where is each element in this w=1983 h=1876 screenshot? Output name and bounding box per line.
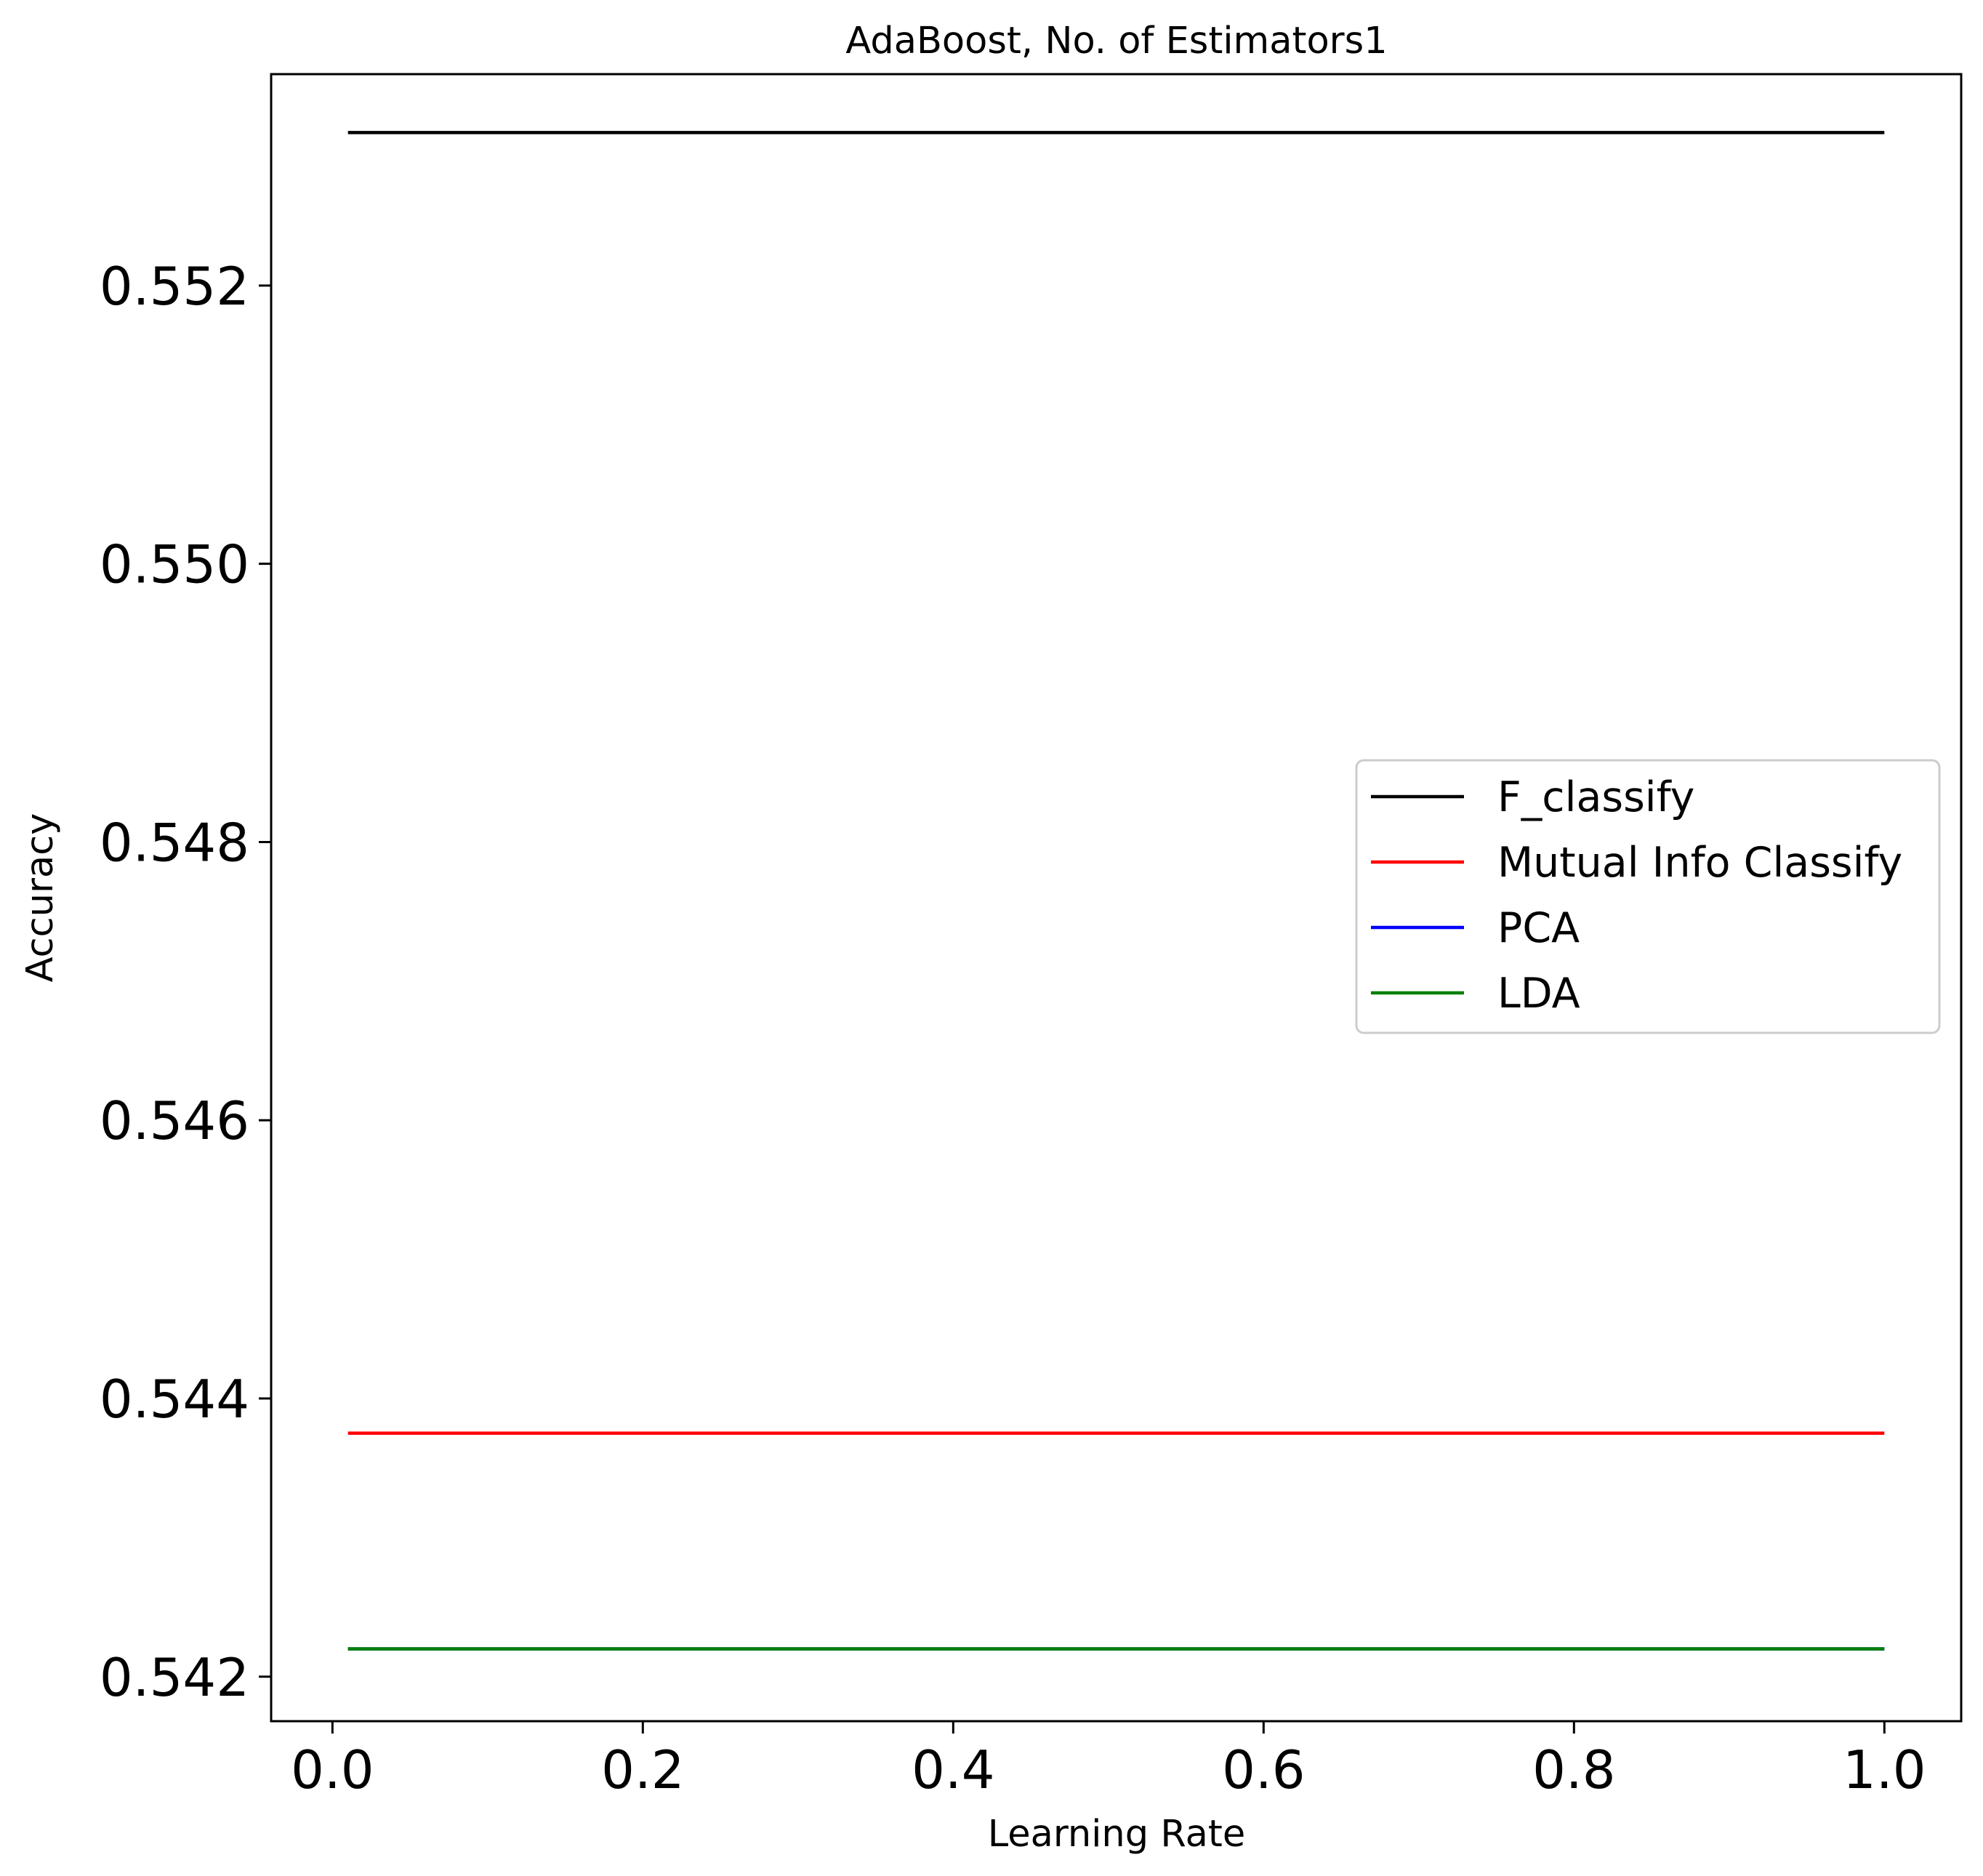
legend: F_classify Mutual Info Classify PCA LDA xyxy=(1355,759,1941,1034)
legend-items: F_classify Mutual Info Classify PCA LDA xyxy=(1371,773,1902,1018)
x-tick-label: 0.8 xyxy=(1532,1739,1616,1800)
x-tick-label: 0.4 xyxy=(912,1739,995,1800)
x-tick-label: 0.2 xyxy=(601,1739,685,1800)
y-axis: 0.542 0.544 0.546 0.548 0.550 0.552 xyxy=(100,256,271,1708)
x-axis: 0.0 0.2 0.4 0.6 0.8 1.0 xyxy=(291,1721,1926,1800)
series-layer xyxy=(347,131,1885,1651)
legend-label: F_classify xyxy=(1497,773,1694,821)
legend-label: Mutual Info Classify xyxy=(1497,839,1902,887)
legend-box xyxy=(1355,759,1941,1034)
x-tick-label: 0.6 xyxy=(1222,1739,1306,1800)
y-tick-label: 0.542 xyxy=(100,1647,249,1708)
y-tick-label: 0.548 xyxy=(100,812,249,873)
y-axis-label: Accuracy xyxy=(19,813,62,983)
x-tick-label: 1.0 xyxy=(1843,1739,1926,1800)
y-tick-label: 0.546 xyxy=(100,1090,249,1151)
x-tick-label: 0.0 xyxy=(291,1739,374,1800)
chart-title: AdaBoost, No. of Estimators1 xyxy=(845,20,1387,63)
y-tick-label: 0.550 xyxy=(100,534,249,595)
y-tick-label: 0.544 xyxy=(100,1369,249,1430)
y-tick-label: 0.552 xyxy=(100,256,249,317)
legend-label: PCA xyxy=(1497,904,1580,952)
plot-frame xyxy=(270,73,1963,1723)
x-axis-label: Learning Rate xyxy=(988,1813,1246,1856)
legend-label: LDA xyxy=(1497,970,1580,1018)
